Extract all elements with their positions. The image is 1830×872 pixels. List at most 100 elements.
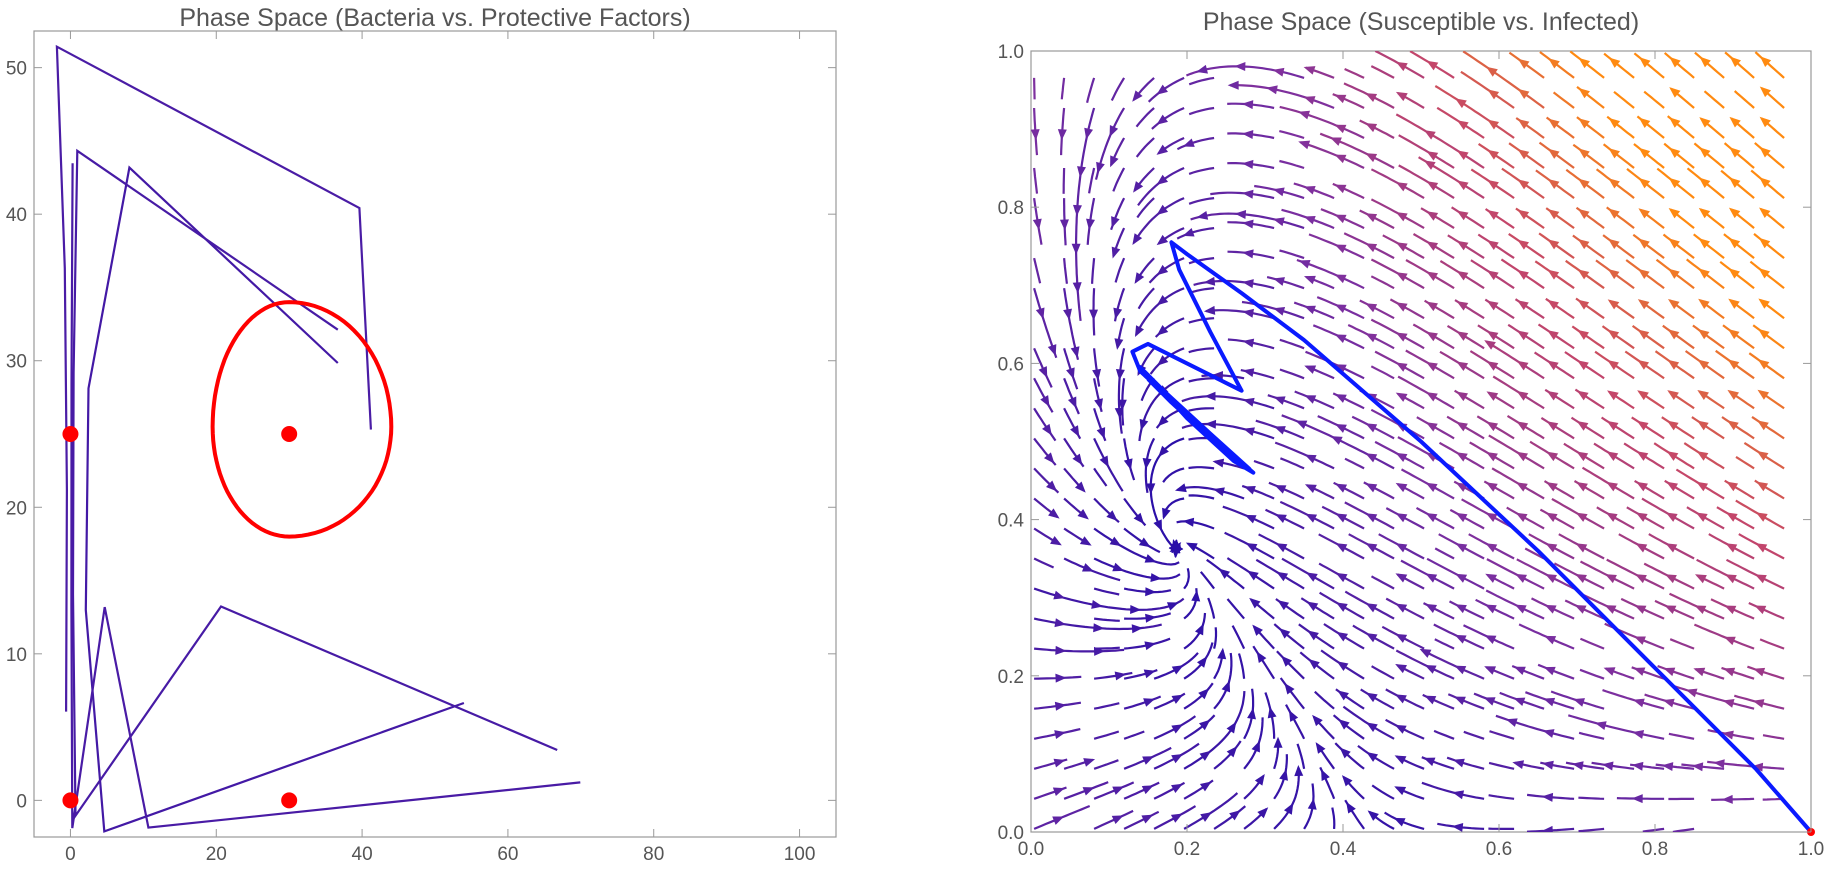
streamline bbox=[1719, 260, 1755, 290]
stream-arrow bbox=[1074, 481, 1086, 493]
streamline bbox=[1086, 77, 1096, 103]
stream-arrow bbox=[1133, 512, 1145, 525]
streamline bbox=[1477, 233, 1515, 260]
streamline bbox=[1567, 714, 1665, 740]
streamline bbox=[1093, 557, 1181, 580]
stream-arrow bbox=[1394, 755, 1407, 765]
streamline bbox=[1060, 77, 1066, 100]
stream-arrow bbox=[1241, 130, 1254, 140]
trajectory-curve bbox=[1130, 240, 1813, 834]
stream-arrow bbox=[1669, 56, 1681, 68]
axis-ticks: 0 20 40 60 80 100 0 10 20 30 40 50 bbox=[6, 31, 836, 865]
stream-arrow bbox=[1303, 185, 1316, 195]
stream-arrow bbox=[1631, 761, 1644, 771]
streamline bbox=[1213, 805, 1247, 830]
stream-arrow bbox=[1758, 237, 1771, 249]
streamline bbox=[1508, 232, 1545, 260]
stream-arrow bbox=[1667, 329, 1680, 340]
stream-arrow bbox=[1257, 807, 1269, 819]
stream-arrow bbox=[1099, 455, 1109, 468]
stream-arrow bbox=[1133, 181, 1144, 193]
stream-arrow bbox=[1395, 182, 1408, 192]
streamline bbox=[1135, 287, 1185, 336]
streamline bbox=[1279, 249, 1305, 260]
y-tick-label: 40 bbox=[6, 205, 27, 226]
stream-arrow bbox=[1182, 227, 1195, 237]
stream-arrow bbox=[1272, 217, 1285, 227]
x-tick-label: 0.8 bbox=[1642, 839, 1668, 860]
stream-arrow bbox=[1546, 451, 1559, 462]
stream-arrow bbox=[1514, 604, 1527, 614]
x-tick-label: 0.4 bbox=[1330, 839, 1357, 860]
stream-arrow bbox=[1456, 361, 1469, 371]
y-tick-label: 50 bbox=[6, 59, 27, 80]
streamline bbox=[1642, 827, 1665, 832]
stream-arrow bbox=[1395, 332, 1408, 342]
stream-arrow bbox=[1273, 396, 1286, 405]
streamline bbox=[1207, 597, 1216, 619]
stream-arrow bbox=[1234, 62, 1246, 72]
stream-arrow bbox=[1607, 329, 1620, 340]
stream-arrow bbox=[1273, 736, 1283, 748]
streamline bbox=[1136, 197, 1155, 219]
stream-arrow bbox=[1728, 268, 1740, 279]
streamline bbox=[1033, 167, 1039, 194]
streamline bbox=[1696, 558, 1755, 590]
stream-arrow bbox=[1395, 513, 1408, 523]
stream-arrow bbox=[1426, 181, 1439, 191]
stream-arrow bbox=[1150, 573, 1162, 583]
stream-arrow bbox=[1757, 389, 1770, 400]
stream-arrow bbox=[1729, 56, 1742, 68]
streamline bbox=[1319, 132, 1395, 169]
stream-arrow bbox=[1759, 207, 1771, 218]
stream-arrow bbox=[1052, 816, 1065, 825]
stream-arrow bbox=[1691, 762, 1704, 772]
stream-arrow bbox=[1632, 698, 1645, 708]
stream-arrow bbox=[1204, 419, 1217, 429]
stream-arrow bbox=[1330, 436, 1343, 445]
stream-arrow bbox=[1365, 453, 1378, 463]
stream-arrow bbox=[1275, 543, 1288, 553]
stream-arrow bbox=[1484, 340, 1496, 350]
stream-arrow bbox=[1365, 333, 1378, 343]
stream-arrow bbox=[1054, 730, 1066, 739]
stream-arrow bbox=[1661, 762, 1674, 772]
stream-arrow bbox=[1713, 759, 1725, 769]
stream-arrow bbox=[1134, 272, 1145, 284]
streamline bbox=[1691, 416, 1725, 440]
streamlines bbox=[1031, 51, 1785, 832]
stream-arrow bbox=[1365, 513, 1378, 523]
stream-arrow bbox=[1578, 178, 1590, 189]
streamline bbox=[1385, 597, 1425, 620]
stream-arrow bbox=[1759, 56, 1772, 67]
streamline bbox=[1603, 52, 1635, 79]
stream-arrow bbox=[1079, 536, 1092, 546]
stream-arrow bbox=[1047, 344, 1057, 356]
y-tick-label: 0.2 bbox=[998, 667, 1024, 688]
stream-arrow bbox=[1608, 208, 1620, 219]
stream-arrow bbox=[1070, 346, 1080, 359]
stream-arrow bbox=[1759, 146, 1771, 158]
stream-arrow bbox=[1112, 786, 1125, 795]
equilibrium-points bbox=[62, 426, 298, 809]
streamline bbox=[1669, 638, 1695, 650]
stream-arrow bbox=[1130, 605, 1142, 615]
streamline bbox=[1693, 623, 1755, 650]
stream-arrow bbox=[1032, 218, 1042, 231]
stream-arrow bbox=[1303, 215, 1316, 225]
stream-arrow bbox=[1295, 420, 1308, 429]
stream-arrow bbox=[1365, 213, 1378, 223]
stream-arrow bbox=[1054, 618, 1067, 628]
trajectory bbox=[1130, 240, 1813, 834]
stream-arrow bbox=[1138, 537, 1151, 548]
streamline bbox=[1488, 794, 1515, 800]
stream-arrow bbox=[1666, 481, 1679, 492]
stream-arrow bbox=[1395, 664, 1407, 674]
stream-arrow bbox=[1668, 147, 1681, 158]
streamline bbox=[1747, 665, 1785, 680]
stream-arrow bbox=[1334, 394, 1347, 403]
stream-arrow bbox=[1277, 600, 1290, 611]
streamline bbox=[1132, 197, 1185, 244]
stream-arrow bbox=[1243, 486, 1256, 495]
x-tick-label: 1.0 bbox=[1798, 839, 1824, 860]
